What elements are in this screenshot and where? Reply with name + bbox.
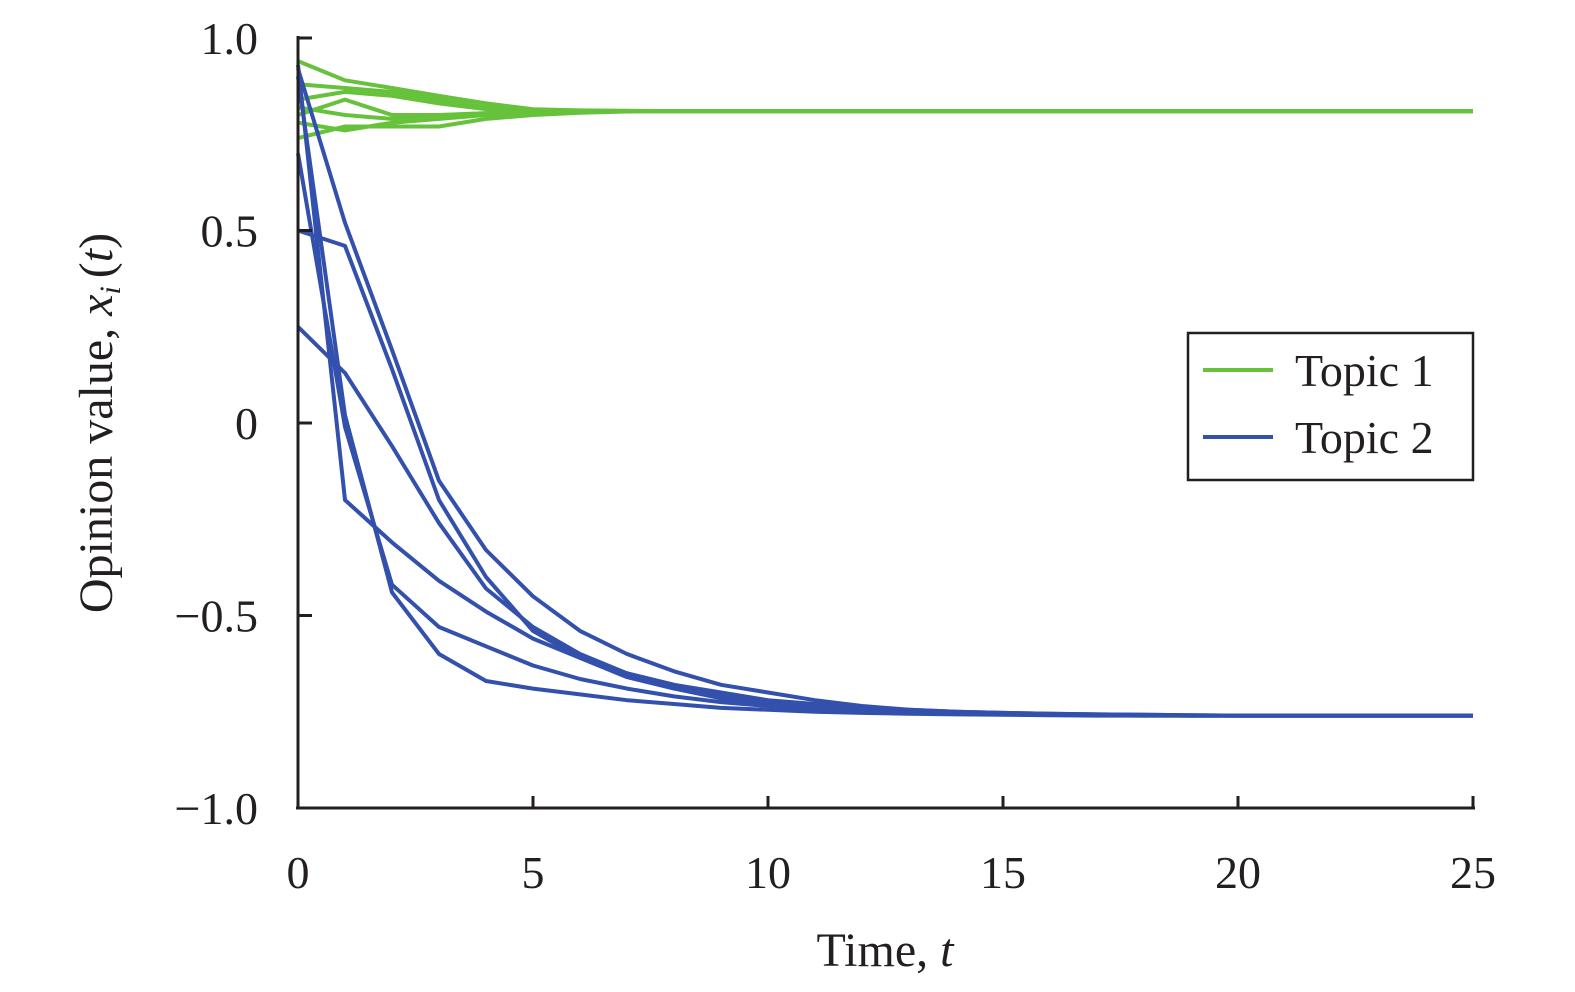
series-lines (296, 59, 1473, 718)
x-tick-label: 10 (745, 847, 791, 898)
y-tick-label: −0.5 (175, 591, 258, 642)
legend-label-topic-2: Topic 2 (1295, 412, 1434, 463)
y-tick-label: 0 (235, 398, 258, 449)
series-2-line-6 (296, 76, 1473, 718)
x-tick-label: 5 (522, 847, 545, 898)
legend: Topic 1 Topic 2 (1186, 331, 1475, 482)
x-tick-label: 0 (287, 847, 310, 898)
series-1-line-7 (297, 105, 1473, 121)
x-tick-label: 25 (1450, 847, 1496, 898)
legend-label-topic-1: Topic 1 (1295, 345, 1434, 396)
y-tick-label: −1.0 (175, 783, 258, 834)
legend-box (1186, 331, 1475, 482)
y-axis-label: Opinion value, xi(t) (70, 233, 127, 613)
x-axis-label: Time, t (817, 924, 956, 977)
ticks: 0 5 10 15 20 25 1.0 0.5 0 −0.5 −1.0 (175, 13, 1496, 898)
y-tick-label: 0.5 (201, 206, 259, 257)
x-tick-label: 20 (1215, 847, 1261, 898)
x-tick-label: 15 (980, 847, 1026, 898)
y-tick-label: 1.0 (201, 13, 259, 64)
